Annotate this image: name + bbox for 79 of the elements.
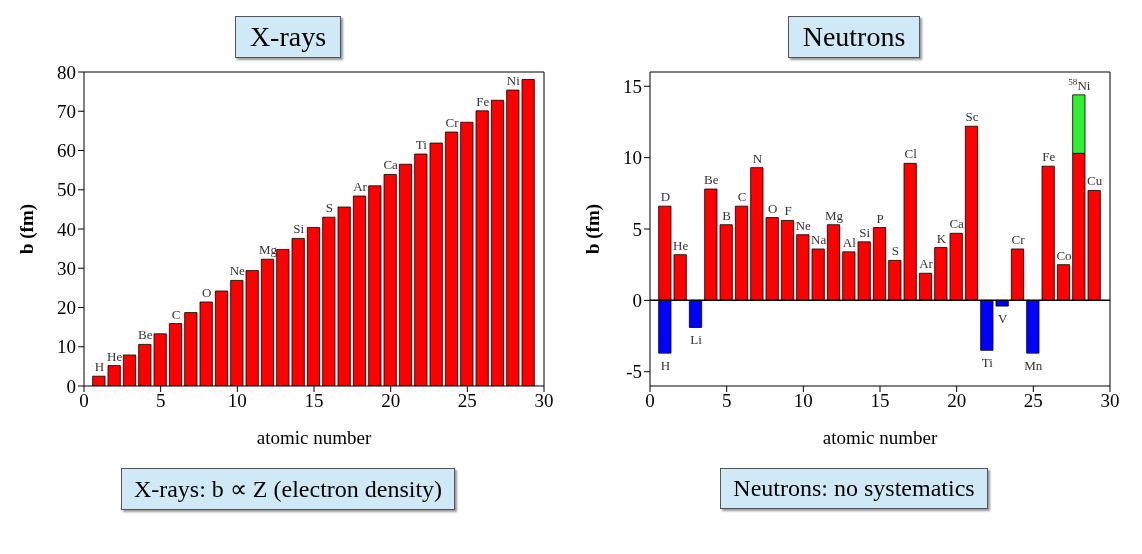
annotation: D xyxy=(660,189,671,205)
x-axis-title: atomic number xyxy=(256,427,372,448)
annotation: S xyxy=(891,243,899,259)
annotation: Be xyxy=(138,327,153,343)
x-tick-label: 25 xyxy=(1023,390,1043,412)
annotation: $^{58}$Ni xyxy=(1068,76,1091,93)
y-tick-label: 20 xyxy=(57,297,76,319)
annotation: P xyxy=(876,210,884,226)
x-tick-label: 25 xyxy=(457,390,477,412)
annotation: He xyxy=(107,348,123,364)
annotation: Ca xyxy=(383,157,399,173)
annotation: Ti xyxy=(415,137,428,153)
annotation: C xyxy=(737,189,747,205)
annotation: Ne xyxy=(795,217,812,233)
y-tick-label: 0 xyxy=(66,375,76,397)
chart-title: X-rays xyxy=(234,16,342,58)
x-tick-label: 5 xyxy=(155,390,166,412)
x-tick-label: 10 xyxy=(793,390,813,412)
text: Neutrons: no systematics xyxy=(720,468,988,509)
annotation: S xyxy=(325,200,333,216)
annotation: Li xyxy=(690,332,703,348)
annotation: Cl xyxy=(904,146,918,162)
y-tick-label: 60 xyxy=(57,140,76,162)
annotation: Ar xyxy=(353,179,368,195)
annotation: H xyxy=(660,358,671,374)
y-tick-label: 30 xyxy=(57,257,76,279)
y-axis-title: b (fm) xyxy=(15,203,38,255)
annotation: Cr xyxy=(445,115,460,131)
annotation: Ni xyxy=(506,73,521,89)
annotation: Ne xyxy=(229,263,246,279)
annotation: Ca xyxy=(949,216,965,232)
x-tick-label: 15 xyxy=(870,390,890,412)
annotation: He xyxy=(673,237,689,253)
x-tick-label: 20 xyxy=(381,390,401,412)
annotation: N xyxy=(752,150,763,166)
y-tick-label: 10 xyxy=(57,336,76,358)
annotation: Ti xyxy=(981,355,994,371)
annotation: H xyxy=(94,359,105,375)
y-tick-label: 5 xyxy=(632,218,642,240)
annotation: Mg xyxy=(258,242,278,258)
x-tick-label: 30 xyxy=(534,390,554,412)
annotation: O xyxy=(201,285,212,301)
annotation: Na xyxy=(811,231,827,247)
annotation: Co xyxy=(1056,247,1072,263)
annotation: Cu xyxy=(1087,173,1103,189)
x-tick-label: 30 xyxy=(1100,390,1120,412)
annotation: Mg xyxy=(824,207,844,223)
annotation: F xyxy=(784,203,792,219)
annotation: O xyxy=(767,200,778,216)
annotation: K xyxy=(936,230,947,246)
chart-title: Neutrons xyxy=(787,16,921,58)
x-tick-label: 10 xyxy=(227,390,247,412)
annotation: C xyxy=(171,306,181,322)
y-tick-label: -5 xyxy=(626,361,642,383)
annotation: Al xyxy=(842,234,857,250)
annotation: Cr xyxy=(1011,231,1026,247)
annotation: Mn xyxy=(1024,358,1043,374)
y-tick-label: 0 xyxy=(632,290,642,312)
x-axis-title: atomic number xyxy=(822,427,938,448)
annotation: Si xyxy=(293,221,305,237)
text: X-rays: b ∝ Z (electron density) xyxy=(120,468,456,510)
annotation: Si xyxy=(859,224,871,240)
annotation: Fe xyxy=(476,93,490,109)
y-tick-label: 15 xyxy=(623,76,642,98)
x-tick-label: 20 xyxy=(947,390,967,412)
y-tick-label: 40 xyxy=(57,218,76,240)
annotation: Ar xyxy=(919,256,934,272)
y-tick-label: 10 xyxy=(623,147,642,169)
annotation: Be xyxy=(704,172,719,188)
y-axis-title: b (fm) xyxy=(581,203,604,255)
annotation: B xyxy=(722,207,732,223)
annotation: Sc xyxy=(965,109,979,125)
x-tick-label: 15 xyxy=(304,390,324,412)
x-tick-label: 5 xyxy=(721,390,732,412)
y-tick-label: 70 xyxy=(57,100,76,122)
y-tick-label: 50 xyxy=(57,179,76,201)
y-tick-label: 80 xyxy=(57,61,76,83)
annotation: Fe xyxy=(1042,149,1056,165)
annotation: V xyxy=(997,311,1008,327)
